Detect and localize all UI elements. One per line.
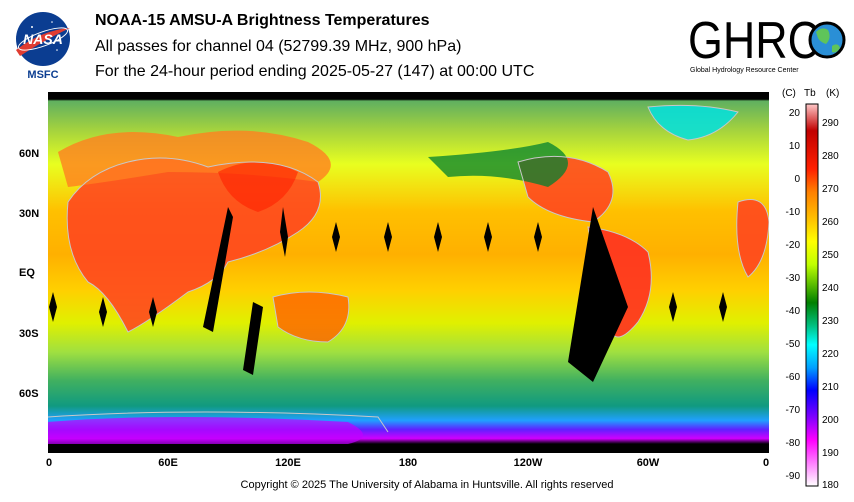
- lon-label-0-right: 0: [762, 457, 770, 469]
- k-tick: 230: [822, 316, 839, 327]
- lat-label-30n: 30N: [19, 208, 40, 220]
- c-tick: 0: [794, 174, 800, 185]
- c-tick: -30: [786, 273, 801, 284]
- ghrc-logo: GHRC Global Hydrology Resource Center: [686, 8, 848, 78]
- colorbar-unit-k: (K): [826, 88, 839, 99]
- c-tick: -80: [786, 438, 801, 449]
- k-tick: 190: [822, 448, 839, 459]
- lon-label-120w: 120W: [513, 457, 543, 469]
- c-tick: -40: [786, 306, 801, 317]
- c-tick: -70: [786, 405, 801, 416]
- lat-label-30s: 30S: [19, 328, 39, 340]
- missing-data-gaps: [49, 207, 727, 382]
- colorbar-celsius-ticks: 20 10 0 -10 -20 -30 -40 -50 -60 -70 -80 …: [786, 108, 801, 482]
- k-tick: 290: [822, 118, 839, 129]
- c-tick: -50: [786, 339, 801, 350]
- ghrc-wordmark: GHRC: [688, 12, 820, 70]
- k-tick: 250: [822, 250, 839, 261]
- ghrc-tagline: Global Hydrology Resource Center: [690, 67, 799, 74]
- c-tick: -60: [786, 372, 801, 383]
- k-tick: 240: [822, 283, 839, 294]
- lat-label-eq: EQ: [19, 267, 35, 279]
- brightness-temperature-map: [47, 92, 770, 453]
- page-title: NOAA-15 AMSU-A Brightness Temperatures: [95, 12, 430, 29]
- channel-subtitle: All passes for channel 04 (52799.39 MHz,…: [95, 38, 462, 55]
- k-tick: 180: [822, 480, 839, 491]
- k-tick: 210: [822, 382, 839, 393]
- colorbar-kelvin-ticks: 290 280 270 260 250 240 230 220 210 200 …: [822, 118, 839, 491]
- c-tick: -20: [786, 240, 801, 251]
- k-tick: 270: [822, 184, 839, 195]
- lon-label-180: 180: [398, 457, 418, 469]
- lon-label-120e: 120E: [275, 457, 301, 469]
- colorbar-unit-tb: Tb: [804, 88, 816, 99]
- colorbar-unit-c: (C): [782, 88, 796, 99]
- colorbar: (C) Tb (K) 20 10 0 -10 -20 -30 -40 -50 -…: [772, 84, 852, 494]
- lon-label-60e: 60E: [158, 457, 178, 469]
- lon-label-0: 0: [45, 457, 53, 469]
- period-subtitle: For the 24-hour period ending 2025-05-27…: [95, 63, 535, 80]
- msfc-label: MSFC: [27, 69, 58, 80]
- nasa-logo: NASA MSFC: [12, 10, 74, 81]
- c-tick: 10: [789, 141, 801, 152]
- c-tick: 20: [789, 108, 801, 119]
- k-tick: 200: [822, 415, 839, 426]
- lon-label-60w: 60W: [636, 457, 660, 469]
- globe-icon: [808, 21, 846, 59]
- lat-label-60n: 60N: [19, 148, 40, 160]
- k-tick: 260: [822, 217, 839, 228]
- nasa-wordmark: NASA: [23, 31, 63, 47]
- c-tick: -10: [786, 207, 801, 218]
- k-tick: 220: [822, 349, 839, 360]
- k-tick: 280: [822, 151, 839, 162]
- c-tick: -90: [786, 471, 801, 482]
- lat-label-60s: 60S: [19, 388, 39, 400]
- colorbar-gradient: [805, 103, 819, 487]
- copyright-notice: Copyright © 2025 The University of Alaba…: [240, 479, 614, 491]
